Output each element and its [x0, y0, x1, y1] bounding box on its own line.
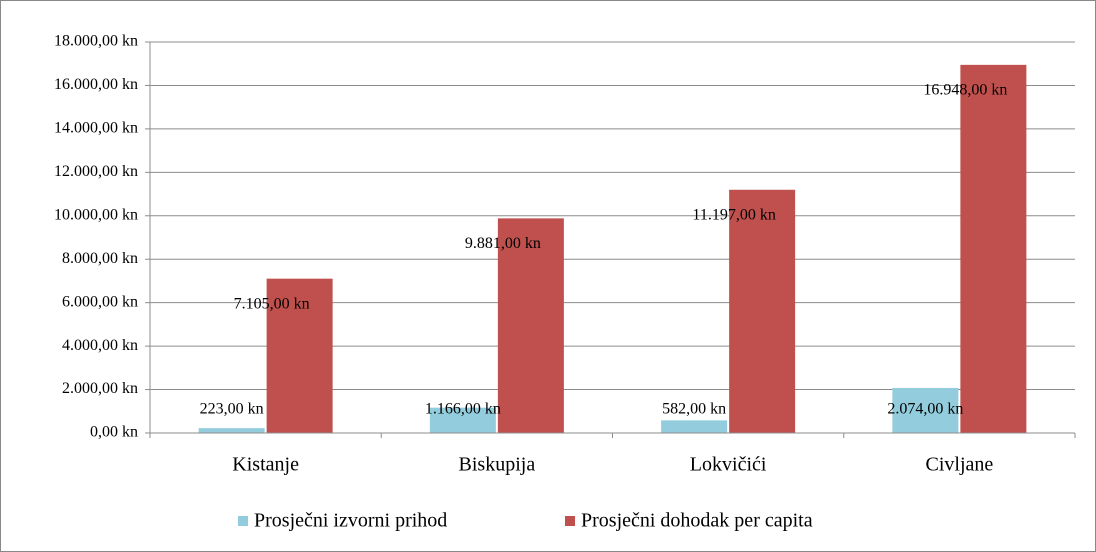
bar	[497, 218, 564, 433]
x-tick-label: Biskupija	[459, 454, 536, 476]
bar	[661, 420, 728, 433]
bar	[729, 189, 796, 433]
legend-label: Prosječni izvorni prihod	[254, 510, 447, 532]
value-label: 1.166,00 kn	[425, 401, 501, 418]
value-label: 16.948,00 kn	[923, 82, 1007, 99]
y-tick-label: 12.000,00 kn	[54, 163, 138, 180]
y-tick-label: 2.000,00 kn	[62, 380, 138, 397]
bar	[429, 407, 496, 433]
bar	[960, 64, 1027, 433]
x-tick-label: Lokvičići	[690, 454, 767, 476]
value-label: 7.105,00 kn	[234, 295, 310, 312]
bar	[198, 428, 265, 433]
y-tick-label: 6.000,00 kn	[62, 293, 138, 310]
y-tick-label: 0,00 kn	[90, 424, 138, 441]
value-label: 9.881,00 kn	[465, 235, 541, 252]
value-label: 11.197,00 kn	[692, 206, 775, 223]
bar	[266, 278, 333, 433]
y-tick-label: 18.000,00 kn	[54, 33, 138, 50]
y-tick-label: 14.000,00 kn	[54, 120, 138, 137]
value-label: 223,00 kn	[200, 401, 264, 418]
value-label: 2.074,00 kn	[887, 401, 963, 418]
value-label: 582,00 kn	[662, 401, 726, 418]
legend-swatch	[238, 516, 248, 526]
bar	[892, 387, 959, 433]
x-tick-label: Civljane	[925, 454, 993, 476]
x-tick-label: Kistanje	[232, 454, 299, 476]
y-tick-label: 16.000,00 kn	[54, 76, 138, 93]
y-tick-label: 8.000,00 kn	[62, 250, 138, 267]
y-tick-label: 10.000,00 kn	[54, 206, 138, 223]
legend-label: Prosječni dohodak per capita	[581, 510, 813, 532]
legend-swatch	[565, 516, 575, 526]
y-tick-label: 4.000,00 kn	[62, 337, 138, 354]
